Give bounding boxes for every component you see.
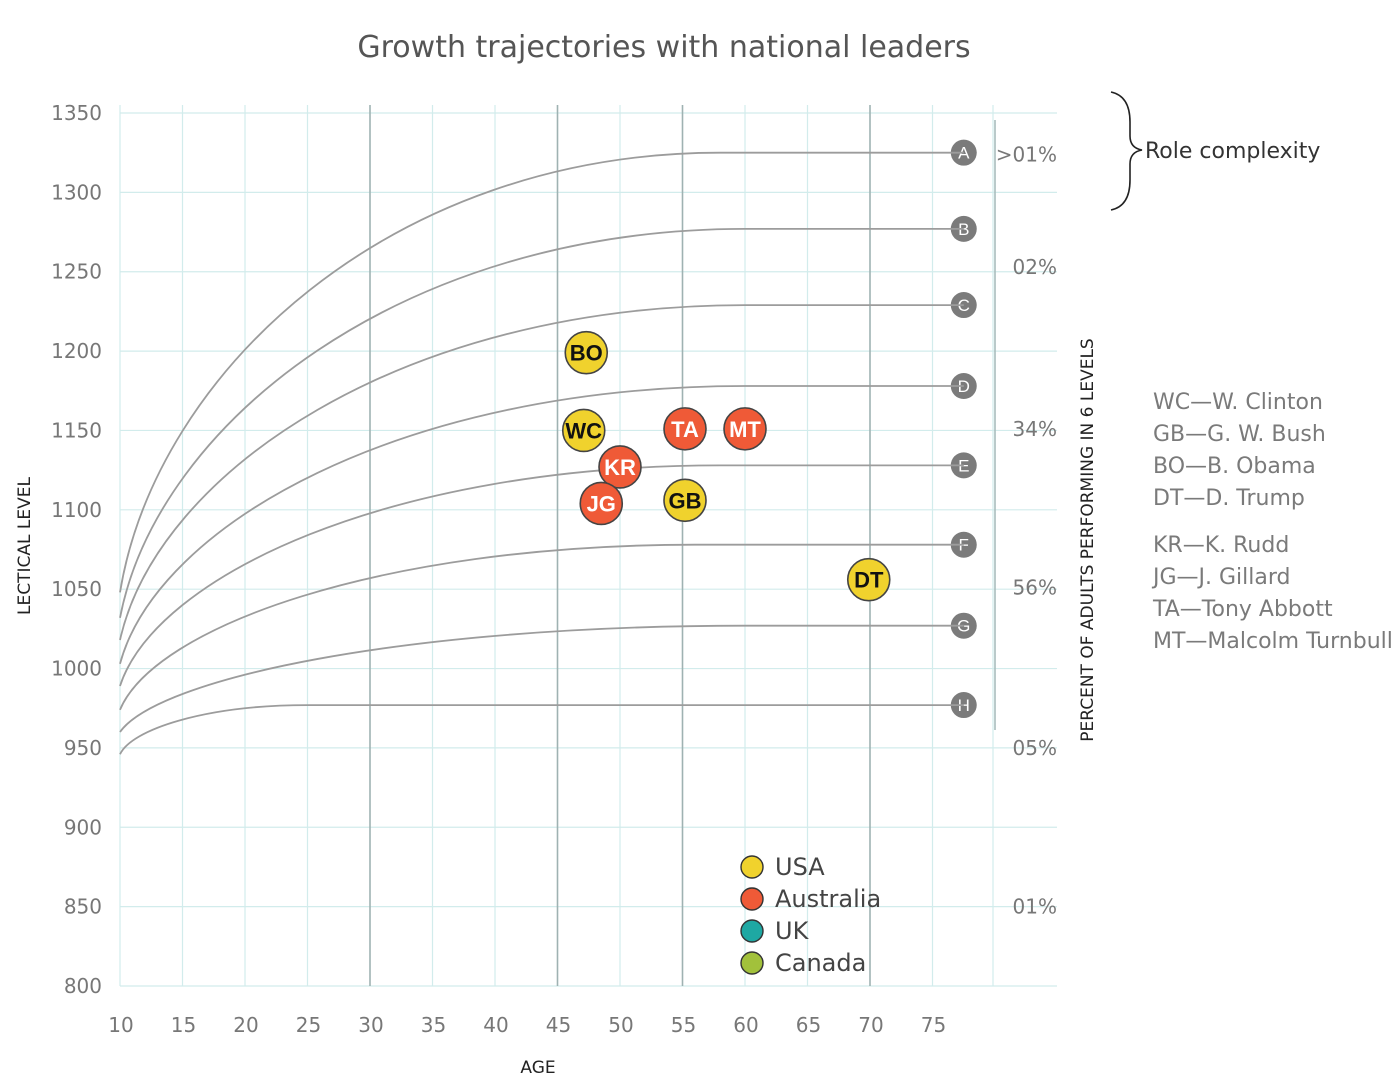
percent-band-label: 02% [1013,255,1057,279]
y-tick-label: 1200 [51,339,102,363]
level-marker-label: A [958,144,970,163]
role-complexity-brace [1110,91,1143,211]
y-tick-label: 1250 [51,260,102,284]
role-complexity-label: Role complexity [1145,139,1320,164]
percent-band-label: 56% [1013,576,1057,600]
trajectory-curve-d [119,385,964,665]
legend-label: Australia [775,885,881,913]
trajectory-curve-h [119,704,964,755]
tick-labels-layer: 8008509009501000105011001150120012501300… [51,101,946,1037]
legend-label: USA [775,853,825,881]
chart-title: Growth trajectories with national leader… [357,30,970,65]
y-tick-label: 900 [64,815,102,839]
x-tick-label: 25 [296,1013,321,1037]
leader-point-gb [663,478,707,523]
leader-key-item: WC—W. Clinton [1153,390,1323,415]
leader-key-item: TA—Tony Abbott [1152,597,1333,622]
leader-point-label: BO [570,341,603,366]
x-tick-label: 20 [233,1013,258,1037]
trajectory-curve-b [119,228,964,618]
y-tick-label: 1000 [51,657,102,681]
leader-point-bo [564,330,609,375]
legend-swatch-usa [740,855,764,879]
y-tick-label: 1350 [51,101,102,125]
y-tick-label: 1050 [51,577,102,601]
role-complexity-annotation: Role complexity [1110,91,1320,211]
leader-points-layer: BO WC GB DT TA MT KR JG [561,330,891,602]
x-tick-label: 50 [608,1013,633,1037]
legend-swatch-canada [740,951,764,975]
leader-key-item: MT—Malcolm Turnbull [1153,629,1393,654]
x-tick-label: 65 [796,1013,821,1037]
leader-key: WC—W. Clinton GB—G. W. Bush BO—B. Obama DT—… [1151,390,1393,654]
leader-key-item: BO—B. Obama [1153,454,1316,479]
y-tick-label: 850 [64,895,102,919]
trajectory-curve-g [119,624,964,733]
leader-point-label: TA [671,417,699,442]
leader-point-label: GB [669,488,702,513]
legend-swatch-australia [740,887,764,911]
legend: USA Australia UK Canada [740,853,881,977]
leader-point-label: JG [587,491,616,516]
legend-label: Canada [775,949,866,977]
leader-point-kr [598,445,642,489]
x-tick-label: 55 [671,1013,696,1037]
x-tick-label: 30 [358,1013,383,1037]
y-axis-label: LECTICAL LEVEL [15,477,35,615]
leader-point-label: WC [565,418,602,443]
y2-axis-label: PERCENT OF ADULTS PERFORMING IN 6 LEVELS [1078,338,1098,741]
y-tick-label: 800 [64,974,102,998]
legend-swatch-uk [740,919,764,943]
x-tick-label: 40 [483,1013,508,1037]
x-axis-label: AGE [520,1058,555,1078]
leader-point-ta [663,407,707,451]
y-tick-label: 1300 [51,180,102,204]
percent-band-label: 34% [1013,417,1057,441]
x-tick-label: 70 [858,1013,883,1037]
percent-band-label: 05% [1013,736,1057,760]
leader-point-wc [561,408,606,453]
leader-point-jg [579,481,624,526]
percent-band-label: 01% [1013,895,1057,919]
y-tick-label: 1100 [51,498,102,522]
y-tick-label: 1150 [51,418,102,442]
leader-point-dt [846,557,891,602]
trajectory-curve-f [119,543,964,711]
leader-point-label: MT [729,417,761,442]
x-tick-label: 75 [921,1013,946,1037]
trajectory-curve-c [119,304,964,641]
x-tick-label: 45 [546,1013,571,1037]
trajectory-curve-e [119,464,964,687]
leader-point-label: KR [604,455,636,480]
x-tick-label: 35 [421,1013,446,1037]
trajectory-curve-a [119,151,964,593]
y-tick-label: 950 [64,736,102,760]
x-tick-label: 60 [733,1013,758,1037]
leader-key-item: DT—D. Trump [1153,486,1305,511]
leader-key-item: KR—K. Rudd [1153,533,1289,558]
leader-point-label: DT [854,568,884,593]
leader-key-item: JG—J. Gillard [1151,565,1291,590]
percent-band-label: >01% [996,142,1057,166]
percent-bands-layer: >01% 02% 34% 56% 05% 01% [996,142,1057,918]
x-tick-label: 10 [108,1013,133,1037]
legend-label: UK [775,917,810,945]
leader-point-mt [723,407,767,451]
leader-key-item: GB—G. W. Bush [1153,422,1326,447]
x-tick-label: 15 [171,1013,196,1037]
